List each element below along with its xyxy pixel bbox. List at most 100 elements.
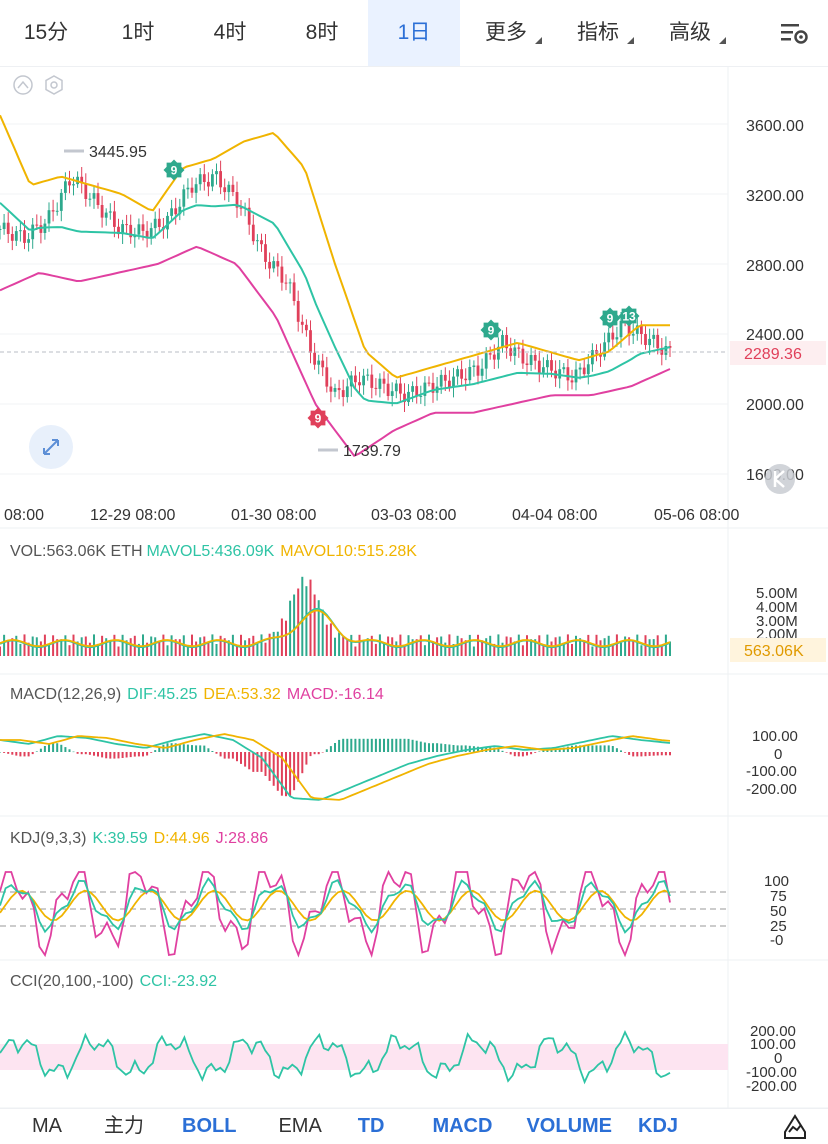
candle-body — [627, 322, 631, 336]
macd-bar — [88, 752, 91, 755]
macd-bar — [72, 751, 75, 753]
macd-bar — [133, 752, 136, 757]
indicator-ema[interactable]: EMA — [278, 1115, 322, 1137]
candle-body — [10, 234, 14, 241]
macd-bar — [509, 752, 512, 755]
candle-body — [239, 207, 243, 209]
candle-body — [358, 382, 361, 386]
macd-bar — [526, 752, 528, 756]
macd-tick: -200.00 — [746, 781, 797, 798]
volume-bar — [493, 643, 496, 656]
macd-bar — [31, 752, 34, 755]
volume-bar — [244, 640, 247, 656]
macd-bar — [276, 752, 279, 791]
macd-bar — [199, 745, 202, 752]
candle-body — [27, 239, 30, 243]
tab-8h[interactable]: 8时 — [305, 21, 339, 44]
volume-bar — [268, 633, 271, 656]
macd-bar — [109, 752, 112, 759]
kline-chart[interactable]: 3600.00 3200.00 2800.00 2400.00 2000.00 … — [0, 66, 828, 1109]
macd-bar — [3, 752, 6, 753]
candle-body — [341, 390, 345, 397]
volume-bar — [460, 638, 463, 656]
candle-body — [542, 367, 545, 373]
volume-bar — [301, 576, 304, 656]
tab-indicators[interactable]: 指标 — [552, 0, 644, 66]
candle-body — [501, 335, 504, 347]
tab-more[interactable]: 更多 — [460, 0, 552, 66]
indicator-kdj[interactable]: KDJ — [638, 1115, 679, 1137]
candle-body — [599, 353, 602, 357]
candle-body — [456, 369, 459, 377]
volume-bar — [534, 639, 537, 656]
macd-bar — [84, 752, 87, 755]
kdj-tick: 75 — [770, 888, 787, 905]
k-logo-icon[interactable] — [765, 464, 795, 494]
cci-line — [0, 1030, 671, 1085]
indicator-td[interactable]: TD — [357, 1115, 385, 1137]
candle-body — [652, 334, 656, 339]
candle-body — [644, 334, 647, 345]
candle-body — [460, 369, 463, 379]
volume-bar — [583, 640, 586, 656]
tab-1h[interactable]: 1时 — [121, 21, 155, 44]
volume-bar — [669, 641, 671, 656]
volume-bar — [366, 638, 369, 656]
macd-bar — [387, 738, 390, 752]
volume-bar — [211, 634, 214, 656]
indicator-ma[interactable]: MA — [32, 1115, 62, 1137]
macd-bar — [289, 752, 292, 797]
macd-bar — [236, 752, 238, 762]
volume-bar — [121, 634, 124, 656]
macd-bar — [329, 746, 332, 752]
expand-button[interactable] — [29, 425, 73, 469]
candle-body — [386, 383, 390, 396]
collapse-icon[interactable] — [13, 75, 33, 95]
kdj-header: KDJ(9,3,3) K:39.59 D:44.96 J:28.86 — [10, 830, 268, 847]
macd-bar — [170, 743, 173, 752]
macd-bar — [587, 745, 590, 752]
tab-4h[interactable]: 4时 — [213, 21, 247, 44]
volume-bar — [419, 635, 422, 656]
indicator-main-force[interactable]: 主力 — [104, 1115, 144, 1137]
interval-tabs: 15分 1时 4时 8时 1日 更多 指标 高级 — [0, 0, 828, 67]
volume-bar — [423, 645, 426, 656]
macd-bar — [575, 745, 577, 752]
tab-indicators-label: 指标 — [577, 21, 619, 44]
candle-body — [415, 386, 419, 397]
macd-bar — [664, 752, 667, 756]
volume-bar — [215, 644, 218, 656]
candle-body — [72, 184, 75, 186]
candle-body — [509, 348, 513, 356]
indicator-macd[interactable]: MACD — [432, 1115, 493, 1137]
volume-bar — [27, 642, 30, 656]
candle-body — [668, 346, 672, 348]
candle-body — [484, 353, 488, 369]
macd-bar — [546, 749, 549, 752]
tab-advanced[interactable]: 高级 — [644, 0, 736, 66]
tab-1d[interactable]: 1日 — [368, 0, 460, 66]
tab-15m[interactable]: 15分 — [23, 21, 69, 44]
volume-bar — [640, 645, 643, 656]
macd-bar — [207, 748, 210, 752]
hexagon-settings-icon[interactable] — [45, 75, 63, 95]
td-mark: 13 — [618, 305, 640, 327]
indicator-volume[interactable]: VOLUME — [526, 1115, 613, 1137]
candle-body — [619, 320, 623, 338]
macd-bar — [113, 752, 116, 759]
macd-bar — [599, 745, 602, 752]
candle-body — [407, 391, 410, 403]
price-tick: 3600.00 — [746, 118, 804, 135]
cci-tick: -200.00 — [746, 1078, 797, 1095]
indicator-boll[interactable]: BOLL — [182, 1115, 237, 1137]
volume-bar — [166, 645, 169, 656]
boll-upper-line — [0, 114, 670, 379]
drawing-tool-button[interactable] — [782, 1113, 808, 1141]
candle-body — [468, 367, 472, 381]
volume-bar — [464, 640, 467, 656]
macd-bar — [464, 745, 467, 752]
candle-body — [537, 360, 541, 373]
macd-bar — [517, 752, 520, 757]
candle-body — [223, 187, 227, 193]
chart-settings-button[interactable] — [760, 0, 828, 66]
